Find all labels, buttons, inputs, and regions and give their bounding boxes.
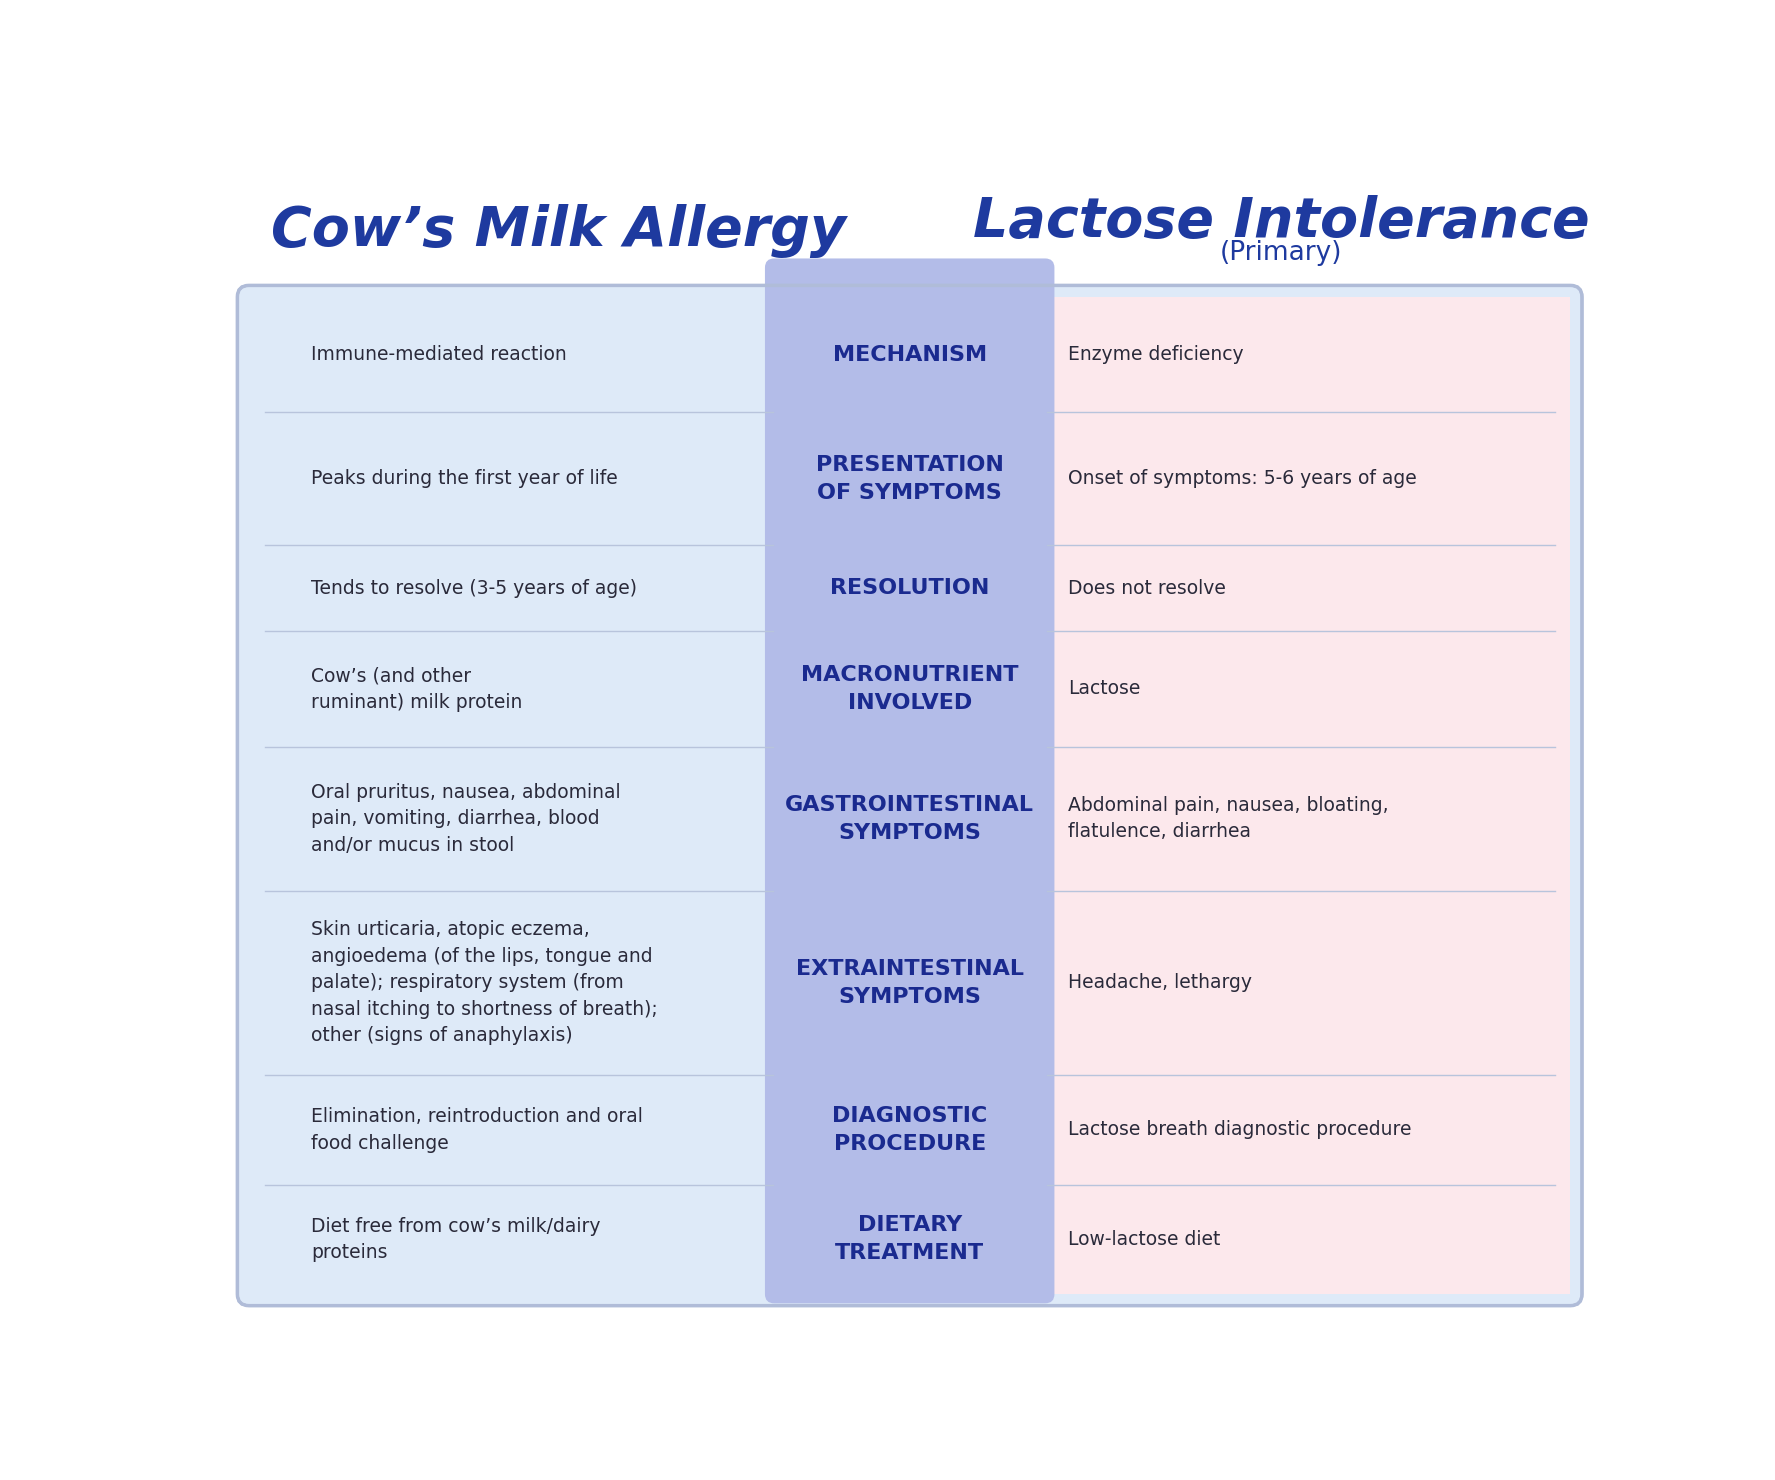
Text: Oral pruritus, nausea, abdominal
pain, vomiting, diarrhea, blood
and/or mucus in: Oral pruritus, nausea, abdominal pain, v… <box>311 783 621 854</box>
Text: Abdominal pain, nausea, bloating,
flatulence, diarrhea: Abdominal pain, nausea, bloating, flatul… <box>1069 796 1390 841</box>
Text: DIETARY
TREATMENT: DIETARY TREATMENT <box>834 1215 985 1264</box>
Text: Diet free from cow’s milk/dairy
proteins: Diet free from cow’s milk/dairy proteins <box>311 1217 600 1262</box>
Text: (Primary): (Primary) <box>1219 240 1342 266</box>
Text: Peaks during the first year of life: Peaks during the first year of life <box>311 469 618 488</box>
Text: Headache, lethargy: Headache, lethargy <box>1069 974 1253 993</box>
Text: Low-lactose diet: Low-lactose diet <box>1069 1230 1221 1249</box>
Text: EXTRAINTESTINAL
SYMPTOMS: EXTRAINTESTINAL SYMPTOMS <box>795 959 1024 1006</box>
Text: DIAGNOSTIC
PROCEDURE: DIAGNOSTIC PROCEDURE <box>832 1106 987 1154</box>
Text: Does not resolve: Does not resolve <box>1069 579 1227 598</box>
Text: Immune-mediated reaction: Immune-mediated reaction <box>311 345 566 364</box>
Text: RESOLUTION: RESOLUTION <box>831 579 989 598</box>
Text: GASTROINTESTINAL
SYMPTOMS: GASTROINTESTINAL SYMPTOMS <box>785 795 1035 842</box>
Text: Onset of symptoms: 5-6 years of age: Onset of symptoms: 5-6 years of age <box>1069 469 1416 488</box>
Text: Lactose Intolerance: Lactose Intolerance <box>973 195 1590 249</box>
Polygon shape <box>911 297 1571 1294</box>
FancyBboxPatch shape <box>238 286 1582 1305</box>
Text: Cow’s Milk Allergy: Cow’s Milk Allergy <box>270 204 845 259</box>
Text: PRESENTATION
OF SYMPTOMS: PRESENTATION OF SYMPTOMS <box>816 454 1003 503</box>
Text: Cow’s (and other
ruminant) milk protein: Cow’s (and other ruminant) milk protein <box>311 666 522 712</box>
FancyBboxPatch shape <box>765 259 1054 1304</box>
Text: Enzyme deficiency: Enzyme deficiency <box>1069 345 1244 364</box>
Text: Tends to resolve (3-5 years of age): Tends to resolve (3-5 years of age) <box>311 579 637 598</box>
Text: MECHANISM: MECHANISM <box>832 345 987 364</box>
Text: Elimination, reintroduction and oral
food challenge: Elimination, reintroduction and oral foo… <box>311 1107 643 1153</box>
Text: Lactose: Lactose <box>1069 679 1141 699</box>
Text: Skin urticaria, atopic eczema,
angioedema (of the lips, tongue and
palate); resp: Skin urticaria, atopic eczema, angioedem… <box>311 921 659 1045</box>
Text: Lactose breath diagnostic procedure: Lactose breath diagnostic procedure <box>1069 1120 1411 1140</box>
Text: MACRONUTRIENT
INVOLVED: MACRONUTRIENT INVOLVED <box>801 665 1019 713</box>
